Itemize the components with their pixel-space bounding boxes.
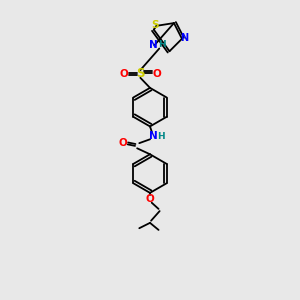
Text: N: N (149, 40, 158, 50)
Text: O: O (152, 69, 161, 79)
Text: N: N (149, 131, 158, 141)
Text: O: O (119, 137, 128, 148)
Text: O: O (146, 194, 154, 204)
Text: S: S (152, 20, 159, 30)
Text: N: N (180, 33, 188, 43)
Text: S: S (136, 68, 145, 80)
Text: H: H (158, 132, 165, 141)
Text: H: H (158, 40, 166, 50)
Text: O: O (119, 69, 128, 79)
